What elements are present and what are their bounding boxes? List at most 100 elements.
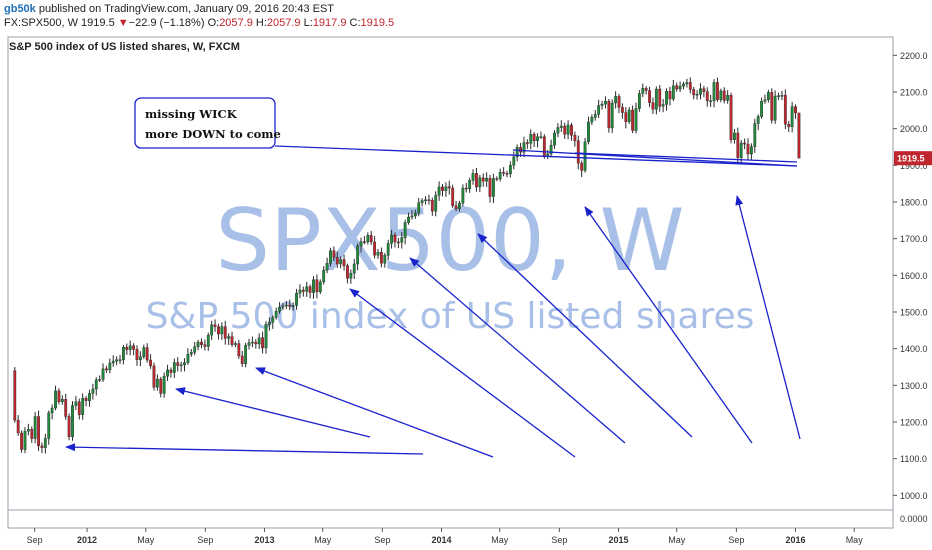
candle xyxy=(149,354,152,369)
chart-header: gb50k published on TradingView.com, Janu… xyxy=(0,0,932,34)
publish-line: gb50k published on TradingView.com, Janu… xyxy=(4,3,334,15)
candle xyxy=(726,90,730,104)
candle xyxy=(26,423,30,436)
candle xyxy=(587,116,590,145)
arrow-annotation[interactable] xyxy=(477,233,693,438)
arrow-annotation[interactable] xyxy=(349,288,576,458)
candle xyxy=(549,139,553,158)
candle xyxy=(427,194,431,205)
author-name[interactable]: gb50k xyxy=(4,3,36,15)
arrow-annotation[interactable] xyxy=(175,387,371,438)
trend-line-upper[interactable] xyxy=(274,145,798,167)
candle xyxy=(502,167,505,177)
candle xyxy=(393,232,397,248)
candle xyxy=(356,243,360,271)
candle xyxy=(580,160,584,178)
candle xyxy=(257,333,261,350)
candle xyxy=(454,200,458,212)
candle xyxy=(288,299,292,311)
down-arrow-icon: ▼ xyxy=(117,17,129,29)
candle xyxy=(254,339,258,349)
candle xyxy=(50,404,54,420)
candle xyxy=(166,364,169,381)
candle xyxy=(746,138,750,160)
candle xyxy=(240,350,244,367)
candle xyxy=(783,89,787,130)
trend-line-lower[interactable] xyxy=(512,149,798,167)
current-price-label: 1919.5 xyxy=(897,154,925,164)
candle xyxy=(695,90,699,100)
candle xyxy=(383,252,387,268)
x-tick-label: 2012 xyxy=(77,535,97,545)
candle xyxy=(651,97,655,114)
candle xyxy=(641,83,645,98)
candle xyxy=(363,236,366,245)
candle xyxy=(492,173,495,204)
lower-pane xyxy=(7,509,894,529)
trend-line-inner[interactable] xyxy=(574,152,798,163)
candle xyxy=(284,301,288,310)
y-tick-label: 2200.0 xyxy=(900,51,928,61)
candle xyxy=(410,210,414,220)
candle xyxy=(610,99,614,134)
x-tick-label: May xyxy=(314,535,332,545)
candle xyxy=(16,415,20,436)
candle xyxy=(278,302,281,314)
candle xyxy=(627,107,631,124)
candle xyxy=(386,239,390,260)
candle xyxy=(122,345,125,365)
candle xyxy=(125,343,129,355)
arrow-annotation[interactable] xyxy=(255,367,494,458)
candle xyxy=(607,98,611,133)
arrow-annotation[interactable] xyxy=(65,443,424,455)
candle xyxy=(515,144,519,162)
candle xyxy=(699,83,702,100)
candle xyxy=(614,91,618,109)
candle xyxy=(237,339,241,359)
x-tick-label: May xyxy=(491,535,509,545)
arrow-annotation[interactable] xyxy=(584,206,753,444)
candle xyxy=(525,139,529,149)
candle xyxy=(444,182,448,197)
candle xyxy=(227,333,231,345)
candle xyxy=(251,336,254,348)
candle xyxy=(478,174,482,193)
candle xyxy=(172,358,176,378)
candle xyxy=(600,100,604,110)
candle xyxy=(261,331,264,354)
candle xyxy=(682,81,685,90)
candle xyxy=(74,395,78,410)
candle xyxy=(709,94,713,108)
candle xyxy=(54,385,57,411)
candle xyxy=(505,170,509,178)
candle xyxy=(617,93,621,114)
candle xyxy=(488,174,492,203)
candle xyxy=(281,303,285,311)
candle xyxy=(67,413,71,441)
candle xyxy=(359,237,363,253)
candle xyxy=(373,236,377,259)
candle xyxy=(570,122,573,141)
candle xyxy=(234,341,237,348)
candle xyxy=(634,102,638,134)
x-tick-label: Sep xyxy=(27,535,43,545)
candle xyxy=(716,77,719,102)
candle xyxy=(553,130,556,149)
callout-box[interactable]: missing WICK more DOWN to come xyxy=(134,97,281,149)
candle xyxy=(780,90,784,101)
candle xyxy=(536,133,539,148)
candle xyxy=(271,315,275,329)
candle xyxy=(318,279,322,295)
arrow-annotation[interactable] xyxy=(735,195,801,440)
candle xyxy=(145,343,149,363)
candle xyxy=(485,172,489,187)
current-price-badge xyxy=(894,151,932,166)
candle xyxy=(223,320,227,345)
high-label: H: xyxy=(255,17,267,29)
candle xyxy=(159,376,163,398)
candle xyxy=(743,138,747,150)
candle xyxy=(71,401,74,441)
arrow-annotation[interactable] xyxy=(409,257,626,444)
candle xyxy=(183,358,186,372)
